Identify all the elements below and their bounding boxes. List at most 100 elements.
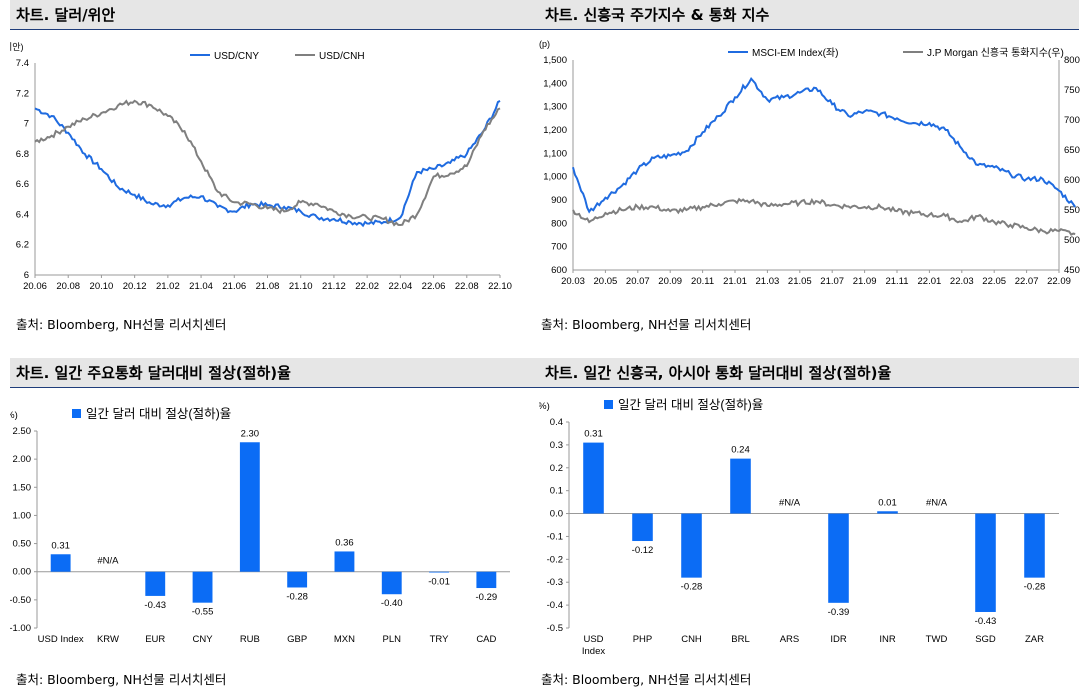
y-tick-label: 0.0 (550, 509, 563, 520)
y-tick-label: 6 (24, 270, 29, 281)
series-line-primary (572, 76, 1077, 214)
x-tick-label: 22.04 (388, 281, 412, 292)
y-tick-label: -0.2 (547, 554, 563, 565)
x-tick-label: 22.01 (918, 276, 942, 287)
y-axis-unit: (%) (10, 410, 18, 421)
x-tick-label: 21.07 (820, 276, 844, 287)
x-category-label: SGD (975, 634, 996, 645)
bar (828, 513, 849, 603)
y-tick-label: 2.50 (13, 426, 32, 437)
y-tick-label: 1,400 (543, 78, 567, 89)
y-tick-label: -0.50 (10, 595, 31, 606)
data-label: -0.55 (192, 607, 214, 618)
y-tick-label: 6.8 (16, 149, 29, 160)
x-category-label: CNY (193, 634, 214, 645)
data-label: 2.30 (241, 428, 260, 439)
data-label: -0.12 (632, 545, 654, 556)
y-right-tick-label: 500 (1064, 235, 1080, 246)
data-label: 0.31 (51, 540, 70, 551)
panel-title: 차트. 일간 신흥국, 아시아 통화 달러대비 절상(절하)율 (539, 358, 1079, 388)
bar (681, 513, 702, 578)
x-category-label: KRW (97, 634, 119, 645)
x-tick-label: 22.02 (355, 281, 379, 292)
x-tick-label: 22.07 (1015, 276, 1039, 287)
x-tick-label: 21.04 (189, 281, 213, 292)
x-category-label: USD Index (38, 634, 84, 645)
y-right-tick-label: 450 (1064, 265, 1080, 276)
y-tick-label: 1,100 (543, 148, 567, 159)
legend-label: USD/CNY (214, 51, 259, 62)
y-tick-label: -0.4 (547, 600, 563, 611)
legend-label: 일간 달러 대비 절상(절하)율 (618, 398, 763, 412)
x-category-label: RUB (240, 634, 260, 645)
bar (50, 554, 71, 572)
source-note: 출처: Bloomberg, NH선물 리서치센터 (541, 672, 752, 687)
x-category-label: CNH (681, 634, 702, 645)
y-tick-label: -0.5 (547, 623, 563, 634)
legend-label: 일간 달러 대비 절상(절하)율 (86, 407, 231, 421)
data-label: #N/A (926, 498, 948, 509)
bar (381, 571, 402, 595)
panel-usd-cny: 차트. 달러/위안 (위안) 7.4 7.2 7 6.8 6.6 6.4 6.2 620.06 2… (10, 0, 542, 332)
x-tick-label: 21.02 (156, 281, 180, 292)
x-tick-label: 20.03 (561, 276, 585, 287)
x-tick-label: 22.06 (422, 281, 446, 292)
bar (730, 458, 751, 514)
y-tick-label: 800 (551, 218, 567, 229)
data-label: -0.43 (975, 616, 997, 627)
x-tick-label: 21.09 (853, 276, 877, 287)
y-right-tick-label: 750 (1064, 85, 1080, 96)
legend-label: J.P Morgan 신흥국 통화지수(우) (927, 46, 1064, 59)
chart-em-asia-fx: (%)0.4 0.3 0.2 0.1 0.0 -0.1 -0.2 -0.3 -0.4 -0.5 일간… (539, 398, 1059, 657)
data-label: -0.28 (1024, 582, 1046, 593)
bar (975, 513, 996, 612)
y-tick-label: 0.4 (550, 417, 563, 428)
data-label: -0.29 (476, 592, 498, 603)
x-tick-label: 21.08 (256, 281, 280, 292)
x-tick-label: 20.06 (23, 281, 47, 292)
chart-major-fx: (%) 2.50 2.00 1.50 1.00 0.50 0.00 -0.50 -1.00 일간 … (10, 407, 510, 645)
x-category-label: BRL (731, 634, 749, 645)
x-tick-label: 21.11 (885, 276, 908, 287)
y-right-tick-label: 800 (1064, 55, 1080, 66)
chart-usd-cny: (위안) 7.4 7.2 7 6.8 6.6 6.4 6.2 620.06 20.08 20.10 2… (10, 42, 512, 292)
legend-swatch (72, 409, 81, 418)
y-tick-label: -0.1 (547, 531, 563, 542)
data-label: #N/A (97, 556, 119, 567)
x-tick-label: 21.01 (723, 276, 747, 287)
x-tick-label: 21.06 (222, 281, 246, 292)
x-tick-label: 20.07 (626, 276, 650, 287)
bar (287, 571, 308, 588)
x-category-label: IDR (830, 634, 847, 645)
y-tick-label: 1,300 (543, 102, 567, 113)
x-category-label: EUR (145, 634, 165, 645)
y-tick-label: 1,200 (543, 125, 567, 136)
y-right-tick-label: 700 (1064, 115, 1080, 126)
data-label: 0.36 (335, 537, 354, 548)
data-label: -0.40 (381, 598, 403, 609)
x-tick-label: 22.03 (950, 276, 974, 287)
x-category-label: ZAR (1025, 634, 1044, 645)
y-axis-unit: (위안) (10, 42, 24, 52)
bar (192, 571, 213, 603)
legend-label: MSCI-EM Index(좌) (752, 47, 838, 59)
y-tick-label: 700 (551, 242, 567, 253)
panel-em-index: 차트. 신흥국 주가지수 & 통화 지수 (p) 1,500 1,400 1,300 1… (539, 0, 1080, 332)
y-tick-label: 600 (551, 265, 567, 276)
bar (239, 442, 260, 572)
data-label: -0.28 (286, 591, 308, 602)
x-category-label: CAD (476, 634, 496, 645)
data-label: -0.01 (428, 576, 450, 587)
y-tick-label: 7 (24, 119, 29, 130)
y-tick-label: 0.1 (550, 486, 563, 497)
data-label: -0.39 (828, 607, 850, 618)
panel-title: 차트. 신흥국 주가지수 & 통화 지수 (539, 0, 1079, 30)
source-note: 출처: Bloomberg, NH선물 리서치센터 (541, 317, 752, 332)
x-tick-label: 21.03 (756, 276, 780, 287)
bar (334, 551, 355, 572)
x-category-label: PLN (383, 634, 402, 645)
bar (476, 571, 497, 589)
series-line-secondary (572, 197, 1076, 236)
panel-title: 차트. 달러/위안 (10, 0, 542, 30)
y-axis-unit: (%) (539, 401, 550, 412)
